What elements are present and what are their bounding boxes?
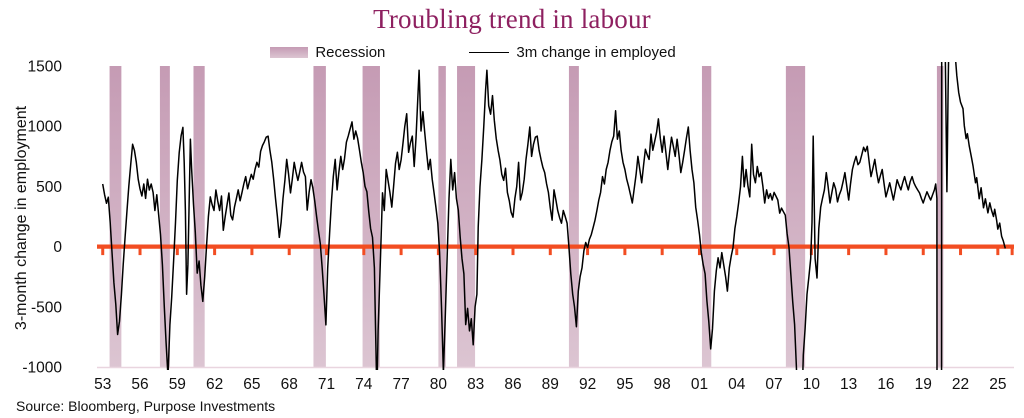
- x-axis-tick-label: 56: [131, 376, 148, 393]
- x-axis-tick-label: 92: [579, 376, 596, 393]
- recession-band: [109, 66, 122, 368]
- legend-label-recession: Recession: [315, 44, 386, 61]
- x-axis-tick-label: 86: [504, 376, 521, 393]
- x-axis-tick-label: 83: [467, 376, 484, 393]
- x-axis-tick-label: 01: [691, 376, 708, 393]
- legend-item-recession: Recession: [270, 44, 385, 61]
- x-axis-tick-label: 59: [169, 376, 186, 393]
- x-axis-tick-label: 65: [243, 376, 260, 393]
- chart-title: Troubling trend in labour: [373, 4, 651, 34]
- y-axis-tick-label: 500: [36, 179, 62, 196]
- line-swatch: [469, 52, 510, 53]
- recession-band: [936, 66, 944, 368]
- legend-label-employed: 3m change in employed: [516, 44, 676, 61]
- recession-band: [438, 66, 446, 368]
- recession-band: [193, 66, 205, 368]
- x-axis-tick-label: 07: [765, 376, 782, 393]
- y-axis-tick-label: 1000: [28, 119, 63, 136]
- x-axis-tick-label: 19: [915, 376, 932, 393]
- y-axis-tick-label: 1500: [28, 59, 63, 76]
- y-axis-tick-label: -1000: [22, 360, 62, 377]
- recession-band: [457, 66, 476, 368]
- legend-item-employed: 3m change in employed: [469, 44, 676, 61]
- x-axis-tick-label: 53: [94, 376, 111, 393]
- y-axis-tick-label: -500: [31, 299, 62, 316]
- x-axis-tick-label: 16: [877, 376, 894, 393]
- recession-swatch: [270, 47, 309, 58]
- chart-legend: Recession 3m change in employed: [0, 44, 1024, 61]
- x-axis-tick-label: 71: [318, 376, 335, 393]
- recession-band: [313, 66, 326, 368]
- source-note: Source: Bloomberg, Purpose Investments: [16, 398, 276, 414]
- x-axis-tick-label: 22: [952, 376, 969, 393]
- x-axis-tick-label: 68: [281, 376, 298, 393]
- y-axis-tick-label: 0: [53, 239, 62, 256]
- x-axis-tick-label: 04: [728, 376, 746, 393]
- x-axis-tick-label: 80: [430, 376, 448, 393]
- x-axis-tick-label: 13: [840, 376, 857, 393]
- x-axis-tick-label: 77: [392, 376, 409, 393]
- x-axis-tick-label: 25: [989, 376, 1006, 393]
- recession-band: [159, 66, 170, 368]
- x-axis-tick-label: 10: [803, 376, 821, 393]
- x-axis-tick-label: 62: [206, 376, 223, 393]
- employment-line: [101, 62, 1007, 370]
- recession-band: [785, 66, 806, 368]
- recession-band: [568, 66, 579, 368]
- x-axis-tick-label: 74: [355, 376, 373, 393]
- x-axis-tick-label: 89: [542, 376, 559, 393]
- recession-band: [362, 66, 380, 368]
- recession-band: [701, 66, 712, 368]
- x-axis-tick-label: 95: [616, 376, 633, 393]
- x-axis-tick-label: 98: [654, 376, 671, 393]
